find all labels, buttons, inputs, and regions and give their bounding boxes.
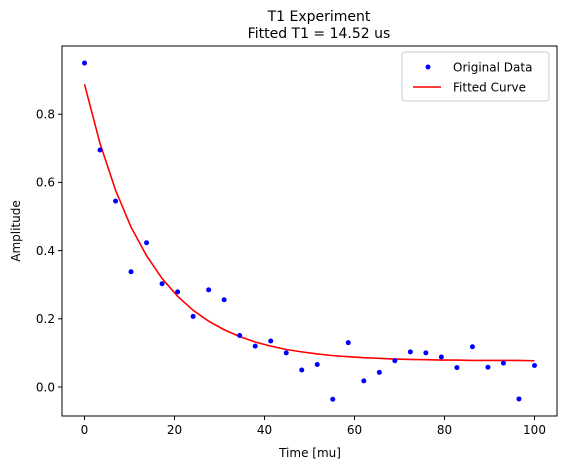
- y-tick-label: 0.0: [36, 380, 55, 394]
- legend-frame: [401, 51, 550, 102]
- data-point: [500, 360, 506, 366]
- data-point: [485, 364, 491, 370]
- data-point: [469, 344, 475, 350]
- data-point: [97, 147, 103, 153]
- data-point: [283, 350, 289, 356]
- y-tick-label: 0.4: [36, 244, 55, 258]
- axes-layer: 0 20 40 60 80 100 0.0 0.2 0.4 0.6 0.8: [36, 45, 558, 437]
- y-tick-label: 0.6: [36, 176, 55, 190]
- x-tick-label: 0: [81, 423, 89, 437]
- data-point: [361, 378, 367, 384]
- x-axis-label: Time [mu]: [278, 446, 341, 460]
- y-tick-label: 0.2: [36, 312, 55, 326]
- x-tick-label: 20: [167, 423, 182, 437]
- data-point: [190, 313, 196, 319]
- data-point: [330, 396, 336, 402]
- x-tick-label: 40: [257, 423, 272, 437]
- data-point: [516, 396, 522, 402]
- x-tick-label: 60: [347, 423, 362, 437]
- data-point: [82, 60, 87, 66]
- data-point: [237, 333, 243, 339]
- data-point: [314, 362, 320, 368]
- data-point: [221, 297, 227, 303]
- data-point: [423, 350, 429, 356]
- data-point: [144, 240, 150, 246]
- legend-label-original-data: Original Data: [453, 61, 532, 75]
- x-tick-label: 100: [523, 423, 546, 437]
- data-point: [407, 349, 413, 355]
- data-point: [299, 367, 305, 373]
- data-point: [128, 269, 134, 275]
- y-axis-label: Amplitude: [9, 200, 23, 262]
- data-point: [113, 198, 119, 204]
- axes-frame: [61, 45, 558, 417]
- data-point: [175, 289, 181, 295]
- data-point: [376, 369, 382, 375]
- plot-background: [62, 46, 557, 416]
- plot-area: [62, 46, 557, 416]
- y-tick-label: 0.8: [36, 108, 55, 122]
- data-point: [392, 358, 398, 364]
- data-point: [206, 287, 212, 293]
- data-point: [159, 281, 165, 287]
- x-tick-label: 80: [437, 423, 452, 437]
- series-layer: [82, 60, 537, 402]
- data-point: [252, 343, 258, 349]
- data-point: [268, 338, 274, 344]
- legend-marker-original-data: [425, 64, 431, 70]
- data-point: [438, 354, 444, 360]
- fitted-curve-line: [83, 83, 535, 362]
- legend-label-fitted-curve: Fitted Curve: [453, 81, 526, 95]
- data-point: [345, 340, 351, 346]
- chart-title: T1 Experiment: [267, 9, 371, 25]
- legend: Original Data Fitted Curve: [401, 51, 550, 102]
- data-point: [532, 363, 537, 369]
- data-point: [454, 365, 460, 371]
- chart-subtitle: Fitted T1 = 14.52 us: [248, 26, 391, 42]
